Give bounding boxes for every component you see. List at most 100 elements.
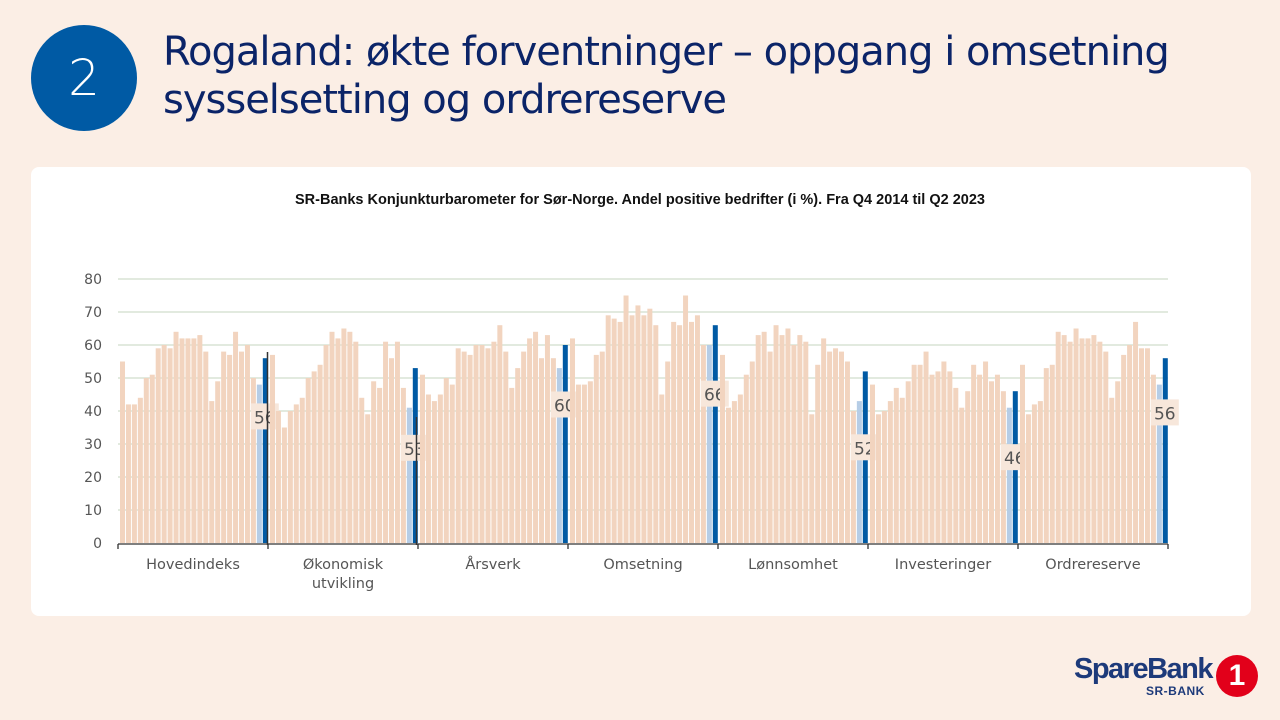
- bar-history: [149, 374, 155, 543]
- bar-history: [989, 381, 994, 543]
- bar-history: [839, 351, 844, 543]
- bar-history: [641, 315, 647, 543]
- bar-history: [700, 345, 706, 543]
- y-tick-label: 0: [93, 536, 102, 552]
- bar-history: [1031, 404, 1037, 543]
- bar-history: [653, 325, 659, 543]
- bar-history: [341, 328, 347, 543]
- bar-history: [1020, 364, 1025, 543]
- bar-history: [599, 351, 605, 543]
- bar-history: [509, 387, 515, 543]
- bar-history: [629, 315, 635, 543]
- bar-history: [605, 315, 611, 543]
- bar-history: [550, 358, 556, 543]
- bar-history: [203, 351, 209, 543]
- bar-history: [1037, 401, 1043, 543]
- bar-history: [671, 321, 677, 543]
- bar-history: [137, 397, 143, 543]
- y-tick-label: 50: [84, 371, 102, 387]
- sparebank1-logo: SpareBank SR-BANK 1: [1074, 653, 1264, 700]
- bar-history: [953, 387, 959, 543]
- x-category-label: utvikling: [312, 576, 374, 592]
- bar-history: [1055, 331, 1061, 543]
- bar-history: [743, 374, 749, 543]
- bar-current: [1162, 358, 1168, 543]
- bar-history: [515, 368, 521, 543]
- bar-history: [917, 364, 923, 543]
- bar-history: [400, 387, 406, 543]
- bar-history: [491, 341, 497, 543]
- bar-history: [209, 401, 215, 543]
- bar-history: [215, 381, 221, 543]
- bar-history: [911, 364, 917, 543]
- bar-history: [870, 384, 875, 543]
- bar-history: [587, 381, 593, 543]
- bar-history: [293, 404, 299, 543]
- bar-previous: [256, 384, 262, 543]
- x-category-label: Omsetning: [603, 557, 682, 573]
- x-category-label: Ordrereserve: [1045, 557, 1140, 573]
- bar-history: [473, 345, 479, 543]
- bar-history: [1091, 335, 1097, 543]
- logo-one-icon: 1: [1216, 655, 1258, 697]
- x-category-label: Lønnsomhet: [748, 557, 838, 573]
- bar-history: [665, 361, 671, 543]
- bar-current: [262, 358, 268, 543]
- bar-history: [1121, 354, 1127, 543]
- bar-history: [244, 345, 250, 543]
- bar-history: [335, 338, 341, 543]
- bar-history: [983, 361, 989, 543]
- bar-history: [503, 351, 509, 543]
- bar-history: [1043, 368, 1049, 543]
- bar-history: [1025, 414, 1031, 543]
- bar-history: [311, 371, 317, 543]
- bar-history: [683, 295, 689, 543]
- data-label-box: [1150, 399, 1179, 426]
- bar-history: [191, 338, 197, 543]
- bar-history: [377, 387, 383, 543]
- bar-history: [431, 401, 437, 543]
- bar-history: [803, 341, 809, 543]
- bar-history: [527, 338, 533, 543]
- bar-history: [275, 411, 281, 543]
- bar-history: [239, 351, 244, 543]
- y-tick-label: 60: [84, 338, 102, 354]
- bar-history: [635, 305, 641, 543]
- bar-history: [947, 371, 953, 543]
- bar-history: [1061, 335, 1067, 543]
- bar-previous: [556, 368, 562, 543]
- bar-history: [479, 345, 485, 543]
- bar-history: [720, 354, 725, 543]
- bar-history: [299, 397, 305, 543]
- bar-history: [155, 348, 161, 543]
- bar-history: [737, 394, 743, 543]
- bar-history: [1079, 338, 1085, 543]
- bar-history: [833, 348, 839, 543]
- bar-history: [323, 345, 329, 543]
- bar-history: [467, 354, 473, 543]
- bar-history: [923, 351, 929, 543]
- bar-history: [875, 414, 881, 543]
- bar-history: [329, 331, 335, 543]
- bar-history: [623, 295, 629, 543]
- bar-history: [1144, 348, 1150, 543]
- bar-history: [1097, 341, 1103, 543]
- bar-history: [797, 335, 803, 543]
- bar-history: [935, 371, 941, 543]
- bar-history: [659, 394, 665, 543]
- bar-history: [1085, 338, 1091, 543]
- slide-title: Rogaland: økte forventninger – oppgang i…: [163, 29, 1170, 123]
- bar-history: [443, 378, 449, 543]
- bar-history: [497, 325, 503, 543]
- bar-history: [767, 351, 773, 543]
- x-category-label: Årsverk: [465, 556, 521, 573]
- bar-previous: [406, 407, 412, 543]
- bar-previous: [1006, 407, 1012, 543]
- bar-current: [712, 325, 718, 543]
- bar-history: [887, 401, 893, 543]
- bar-history: [173, 331, 179, 543]
- bar-history: [305, 378, 311, 543]
- bar-history: [449, 384, 455, 543]
- bar-history: [827, 351, 833, 543]
- y-tick-label: 20: [84, 470, 102, 486]
